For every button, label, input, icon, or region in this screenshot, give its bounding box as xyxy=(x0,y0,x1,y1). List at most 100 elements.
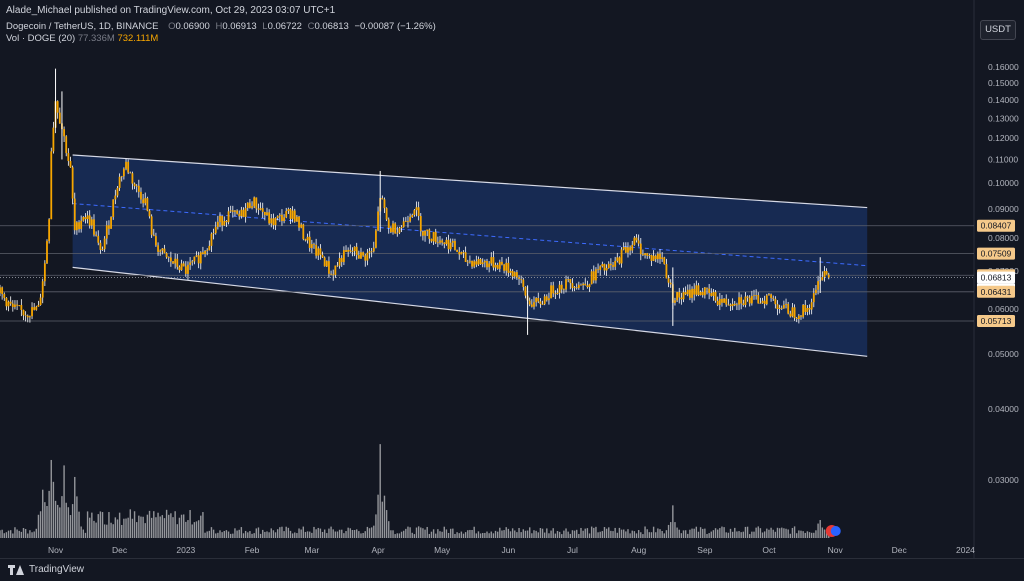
volume-bar xyxy=(276,529,279,538)
volume-bar xyxy=(610,530,612,538)
volume-bar xyxy=(526,530,529,538)
candle-body xyxy=(462,252,465,253)
volume-value: 77.336M xyxy=(77,33,115,44)
candle-body xyxy=(780,307,783,309)
candle-body xyxy=(244,208,247,217)
candle-body xyxy=(351,251,354,252)
candle-body xyxy=(191,261,194,263)
candle-body xyxy=(682,292,685,300)
volume-label[interactable]: Vol · DOGE (20) xyxy=(6,33,76,44)
candle-body xyxy=(278,214,281,217)
x-tick-label: Feb xyxy=(245,545,260,555)
volume-bar xyxy=(210,527,213,538)
candle-body xyxy=(133,183,136,187)
volume-bar xyxy=(580,527,582,538)
candle-body xyxy=(789,313,792,317)
candle-body xyxy=(646,253,649,256)
candle-body xyxy=(310,244,313,249)
candle-body xyxy=(422,231,424,236)
candle-body xyxy=(152,234,155,237)
candle-body xyxy=(475,261,478,265)
volume-bar xyxy=(259,533,262,538)
tradingview-brand[interactable]: TradingView xyxy=(8,564,84,575)
candle-body xyxy=(146,198,149,211)
volume-bar xyxy=(454,533,456,538)
volume-bar xyxy=(819,520,821,538)
candle-body xyxy=(609,263,612,266)
candle-body xyxy=(157,245,159,252)
volume-bar xyxy=(746,526,749,538)
candle-body xyxy=(629,247,632,251)
volume-bar xyxy=(804,532,806,538)
volume-bar xyxy=(494,530,497,538)
candle-body xyxy=(748,297,751,304)
price-label-text: 0.05713 xyxy=(981,316,1012,326)
volume-bar xyxy=(663,533,665,538)
candle-body xyxy=(274,217,277,226)
candle-body xyxy=(618,257,621,264)
volume-bar xyxy=(161,515,164,538)
candle-body xyxy=(550,285,552,299)
volume-bar xyxy=(262,529,264,538)
volume-bar xyxy=(625,531,627,538)
candle-body xyxy=(169,257,172,262)
candle-body xyxy=(289,209,292,219)
volume-bar xyxy=(561,534,563,538)
candle-body xyxy=(298,216,300,228)
candle-body xyxy=(426,229,429,231)
volume-bar xyxy=(274,532,277,538)
candle-body xyxy=(99,242,102,250)
volume-bar xyxy=(5,532,8,538)
candle-body xyxy=(182,263,185,267)
candle-body xyxy=(428,229,431,239)
candle-body xyxy=(644,253,646,256)
candle-body xyxy=(219,215,221,222)
volume-bar xyxy=(140,516,142,538)
ohlc-values: O0.06900 H0.06913 L0.06722 C0.06813 −0.0… xyxy=(168,21,436,32)
candle-body xyxy=(731,303,734,307)
volume-bar xyxy=(74,476,76,538)
candle-body xyxy=(518,277,520,279)
candle-body xyxy=(259,208,262,210)
volume-bar xyxy=(546,528,548,538)
candle-body xyxy=(112,199,115,217)
volume-bar xyxy=(467,530,469,538)
candle-body xyxy=(774,298,777,305)
candle-body xyxy=(14,304,16,307)
candle-body xyxy=(513,272,516,277)
volume-bar xyxy=(76,496,78,538)
currency-selector[interactable]: USDT xyxy=(980,20,1016,40)
volume-bar xyxy=(127,517,129,538)
candle-body xyxy=(122,168,125,177)
volume-bar xyxy=(351,529,354,538)
volume-bar xyxy=(714,528,717,538)
volume-bar xyxy=(813,532,815,538)
candle-body xyxy=(648,255,651,256)
symbol-title[interactable]: Dogecoin / TetherUS, 1D, BINANCE xyxy=(6,21,159,32)
volume-bar xyxy=(753,531,755,538)
volume-bar xyxy=(420,527,422,538)
volume-bar xyxy=(595,526,597,538)
candle-body xyxy=(507,262,510,273)
volume-bar xyxy=(165,509,168,538)
volume-bar xyxy=(71,504,74,538)
candle-body xyxy=(669,282,672,285)
candle-body xyxy=(291,210,294,219)
volume-bar xyxy=(708,533,710,538)
candle-body xyxy=(562,289,565,291)
volume-bar xyxy=(396,533,398,538)
candle-body xyxy=(3,294,6,298)
volume-bar xyxy=(223,530,225,538)
candle-body xyxy=(93,219,95,235)
volume-bar xyxy=(219,530,221,538)
volume-bar xyxy=(768,529,770,538)
candle-body xyxy=(385,208,388,220)
candle-body xyxy=(588,284,591,288)
volume-bar xyxy=(774,531,777,538)
candle-body xyxy=(776,304,779,309)
candle-body xyxy=(827,274,830,278)
volume-bar xyxy=(548,533,550,538)
candle-body xyxy=(315,244,318,256)
volume-bar xyxy=(661,531,663,538)
candle-body xyxy=(95,234,98,236)
